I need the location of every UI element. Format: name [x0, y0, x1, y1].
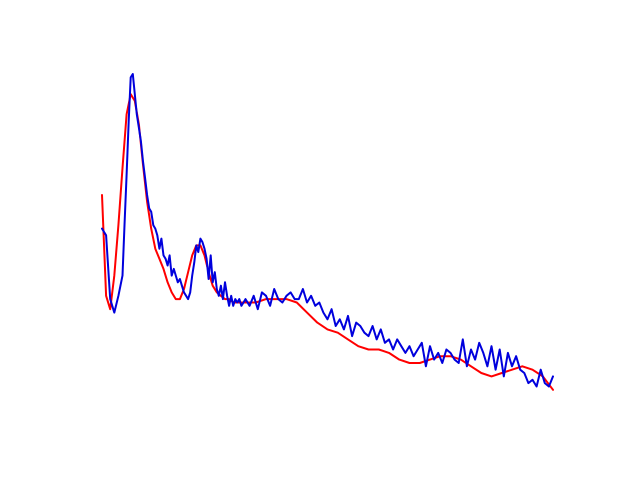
series-layer [101, 73, 554, 391]
series-line-smooth-fit [101, 93, 554, 391]
series-line-noisy-data [101, 73, 554, 388]
